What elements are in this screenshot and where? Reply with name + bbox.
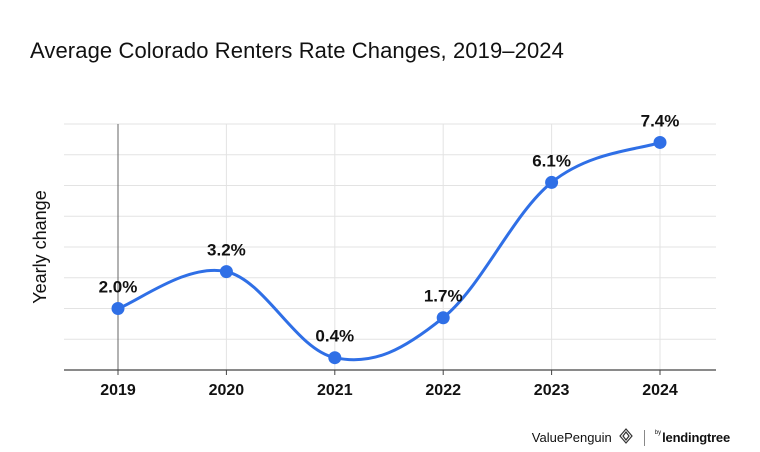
brand-divider [643,429,645,446]
data-point [111,302,125,315]
data-points [111,135,667,365]
x-tick-label: 2019 [100,382,136,399]
valuepenguin-logo: ValuePenguin [531,430,612,445]
data-point [219,265,233,279]
series-line [117,141,661,362]
data-label: 6.1% [532,151,571,170]
data-label: 3.2% [207,241,246,260]
data-label: 1.7% [424,287,463,306]
x-tick-label: 2023 [534,382,570,399]
x-tick-label: 2024 [642,382,678,399]
penguin-logo-icon [618,428,634,447]
lendingtree-logo: bylendingtree [655,430,730,445]
data-labels: 2.0% 3.2% 0.4% 1.7% 6.1% 7.4% [99,111,680,345]
brand-footer: ValuePenguin bylendingtree [532,428,730,447]
x-tick-labels: 2019 2020 2021 2022 2023 2024 [100,382,678,399]
lendingtree-text: lendingtree [662,430,730,445]
data-point [653,135,667,149]
x-tick-marks [117,370,661,375]
data-point [328,351,342,365]
data-point [436,311,450,325]
data-point [545,175,559,189]
x-tick-label: 2022 [425,382,461,399]
x-tick-label: 2021 [317,382,353,399]
brand-by-text: by [654,430,662,436]
x-tick-label: 2020 [209,382,245,399]
chart-title: Average Colorado Renters Rate Changes, 2… [30,38,564,63]
y-axis-label: Yearly change [30,190,50,303]
gridlines [64,123,716,370]
data-label: 2.0% [99,278,138,297]
data-label: 7.4% [641,111,680,130]
data-label: 0.4% [315,327,354,346]
